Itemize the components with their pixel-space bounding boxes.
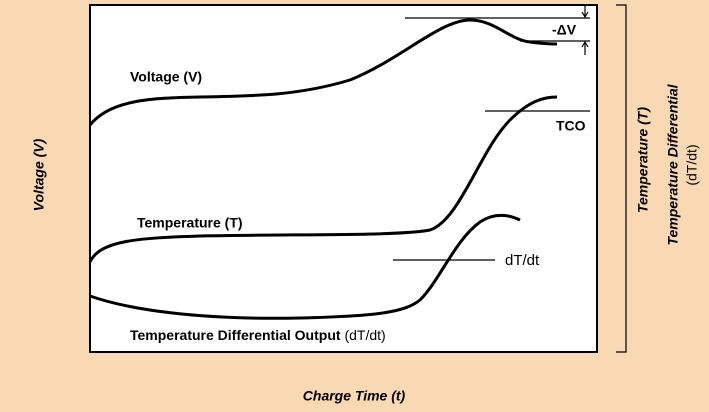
differential-curve [89, 213, 521, 320]
differential-label: Temperature Differential Output (dT/dt) [130, 327, 386, 343]
arrow-down [581, 4, 589, 19]
dtdt-label: dT/dt [505, 252, 540, 269]
plot-box [89, 4, 598, 353]
tco-label: TCO [556, 118, 586, 134]
temperature-curve [88, 95, 558, 263]
delta-v-label: -ΔV [552, 22, 577, 38]
differential-unit: (dT/dt) [344, 327, 385, 343]
differential-main: Temperature Differential Output [130, 327, 344, 343]
right2-axis-label: Temperature Differential [665, 83, 681, 245]
arrow-up [581, 40, 589, 55]
bottom-axis-label: Charge Time (t) [303, 388, 406, 404]
left-axis-label: Voltage (V) [31, 138, 47, 211]
right-axis-label: Temperature (T) [635, 107, 651, 213]
voltage-curve [88, 18, 558, 126]
temperature-label: Temperature (T) [137, 215, 243, 231]
right2-axis-unit: (dT/dt) [684, 144, 700, 185]
right-bracket [616, 4, 627, 353]
voltage-label: Voltage (V) [130, 69, 202, 85]
